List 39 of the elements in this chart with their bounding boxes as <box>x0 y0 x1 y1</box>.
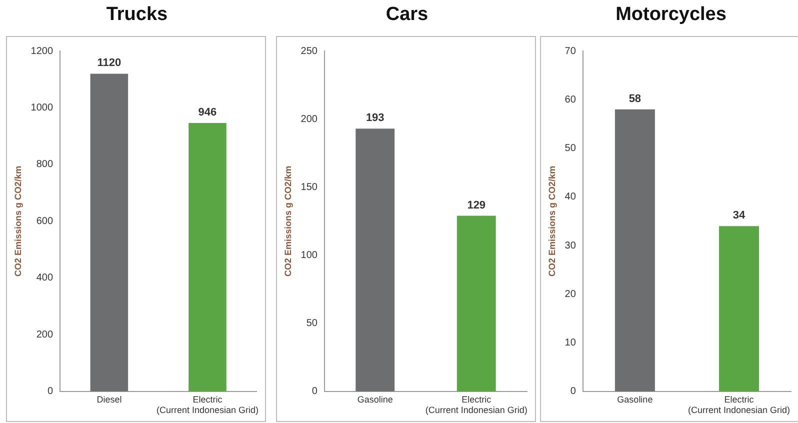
data-label: 129 <box>467 199 486 212</box>
y-tick-label: 800 <box>36 159 54 170</box>
y-tick-label: 200 <box>300 114 318 125</box>
chart-title: Cars <box>384 4 430 26</box>
chart-title: Motorcycles <box>614 4 728 26</box>
y-tick-label: 1200 <box>30 46 54 57</box>
data-label: 946 <box>198 106 217 119</box>
x-tick-label: Diesel <box>96 394 122 404</box>
y-tick-label: 70 <box>564 46 576 57</box>
y-axis-title: CO2 Emissions g CO2/km <box>282 166 293 276</box>
y-tick-label: 150 <box>300 182 318 193</box>
chart-title: Trucks <box>105 4 169 26</box>
x-tick-label: Gasoline <box>357 394 393 404</box>
y-tick-label: 50 <box>564 143 576 154</box>
y-tick-label: 1000 <box>30 102 54 114</box>
data-label: 1120 <box>97 57 122 70</box>
data-label: 193 <box>366 112 384 124</box>
y-tick-label: 100 <box>300 250 318 261</box>
y-tick-label: 0 <box>570 386 576 398</box>
y-tick-label: 400 <box>36 272 54 284</box>
y-tick-label: 20 <box>564 288 576 300</box>
y-axis-title: CO2 Emissions g CO2/km <box>546 166 557 276</box>
x-tick-label: Electric (Current Indonesian Grid) <box>425 394 528 416</box>
y-tick-label: 50 <box>306 318 318 330</box>
y-tick-label: 40 <box>564 192 576 203</box>
y-tick-label: 250 <box>300 46 318 57</box>
y-tick-label: 10 <box>564 338 576 349</box>
y-tick-label: 30 <box>564 240 576 252</box>
data-label: 58 <box>628 92 642 105</box>
x-tick-label: Electric (Current Indonesian Grid) <box>688 394 790 416</box>
x-tick-label: Gasoline <box>617 394 653 404</box>
y-tick-label: 0 <box>312 386 318 398</box>
data-label: 34 <box>732 210 746 222</box>
y-tick-label: 200 <box>36 329 54 340</box>
y-tick-label: 60 <box>564 94 576 106</box>
y-tick-label: 600 <box>36 216 54 227</box>
y-axis-title: CO2 Emissions g CO2/km <box>12 166 23 276</box>
x-tick-label: Electric (Current Indonesian Grid) <box>156 394 258 416</box>
y-tick-label: 0 <box>47 386 54 398</box>
